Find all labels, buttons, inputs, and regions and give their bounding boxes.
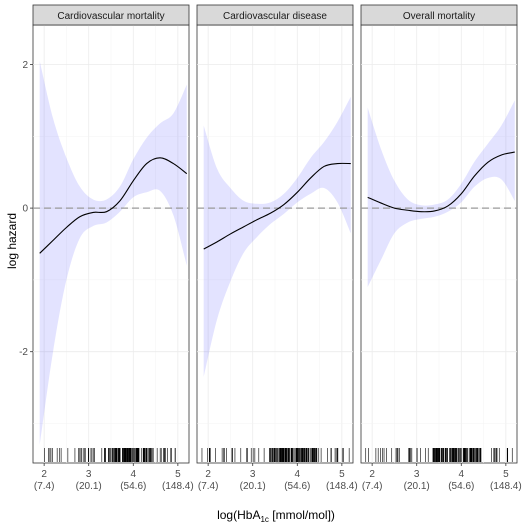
x-tick-label: 2 bbox=[369, 469, 375, 480]
x-tick-sublabel: (20.1) bbox=[240, 481, 266, 492]
x-tick-sublabel: (54.6) bbox=[448, 481, 474, 492]
x-tick-label: 4 bbox=[131, 469, 137, 480]
x-tick-sublabel: (7.4) bbox=[198, 481, 219, 492]
x-tick-sublabel: (54.6) bbox=[120, 481, 146, 492]
facet-strip bbox=[32, 4, 190, 26]
x-axis-title: log(HbA1c [mmol/mol]) bbox=[217, 508, 335, 524]
x-axis-title-subscript: 1c bbox=[260, 515, 268, 524]
x-tick-label: 2 bbox=[205, 469, 211, 480]
x-tick-label: 4 bbox=[459, 469, 465, 480]
x-axis-title-tail: [mmol/mol]) bbox=[269, 508, 335, 522]
x-tick-sublabel: (148.4) bbox=[162, 481, 194, 492]
x-tick-sublabel: (20.1) bbox=[404, 481, 430, 492]
facet-strip-title: Cardiovascular disease bbox=[223, 11, 327, 22]
facet-strip bbox=[196, 4, 354, 26]
x-tick-label: 5 bbox=[503, 469, 509, 480]
x-tick-label: 3 bbox=[414, 469, 420, 480]
x-tick-sublabel: (148.4) bbox=[490, 481, 522, 492]
x-tick-sublabel: (7.4) bbox=[34, 481, 55, 492]
facet-panel-1: Cardiovascular mortality2(7.4)3(20.1)4(5… bbox=[19, 4, 194, 492]
facet-strip bbox=[360, 4, 518, 26]
fitted-log-hazard-line bbox=[367, 151, 515, 213]
x-tick-label: 2 bbox=[41, 469, 47, 480]
x-tick-label: 3 bbox=[250, 469, 256, 480]
x-axis-title-main: log(HbA bbox=[217, 508, 260, 522]
x-tick-label: 5 bbox=[175, 469, 181, 480]
rug-marks bbox=[365, 448, 513, 462]
grid-lines bbox=[33, 25, 189, 463]
x-tick-sublabel: (148.4) bbox=[326, 481, 358, 492]
x-tick-sublabel: (20.1) bbox=[76, 481, 102, 492]
confidence-ribbon bbox=[203, 96, 351, 377]
confidence-ribbon bbox=[39, 60, 187, 446]
y-tick-label: -2 bbox=[19, 347, 28, 358]
facet-panel-3: Overall mortality 2(7.4) 3(20.1) 4(54.6) 5(1… bbox=[360, 4, 522, 492]
x-tick-label: 5 bbox=[339, 469, 345, 480]
y-axis-title: log hazard bbox=[5, 213, 19, 269]
x-tick-label: 4 bbox=[295, 469, 301, 480]
facet-panel-2: Cardiovascular disease 2(7.4) 3(20.1) 4(54.… bbox=[196, 4, 358, 492]
y-tick-label: 0 bbox=[22, 204, 28, 215]
x-tick-label: 3 bbox=[86, 469, 92, 480]
y-tick-label: 2 bbox=[22, 60, 28, 71]
confidence-ribbon bbox=[367, 100, 515, 288]
panels-layer: Cardiovascular mortality2(7.4)3(20.1)4(5… bbox=[19, 4, 522, 492]
facet-strip-title: Cardiovascular mortality bbox=[57, 11, 164, 22]
facet-strip-title: Overall mortality bbox=[403, 11, 475, 22]
fitted-log-hazard-line bbox=[203, 162, 351, 250]
x-tick-sublabel: (54.6) bbox=[284, 481, 310, 492]
x-tick-sublabel: (7.4) bbox=[362, 481, 383, 492]
grid-lines bbox=[361, 25, 517, 463]
fitted-log-hazard-line bbox=[39, 157, 188, 254]
rug-marks bbox=[201, 448, 350, 462]
rug-marks bbox=[44, 448, 176, 462]
